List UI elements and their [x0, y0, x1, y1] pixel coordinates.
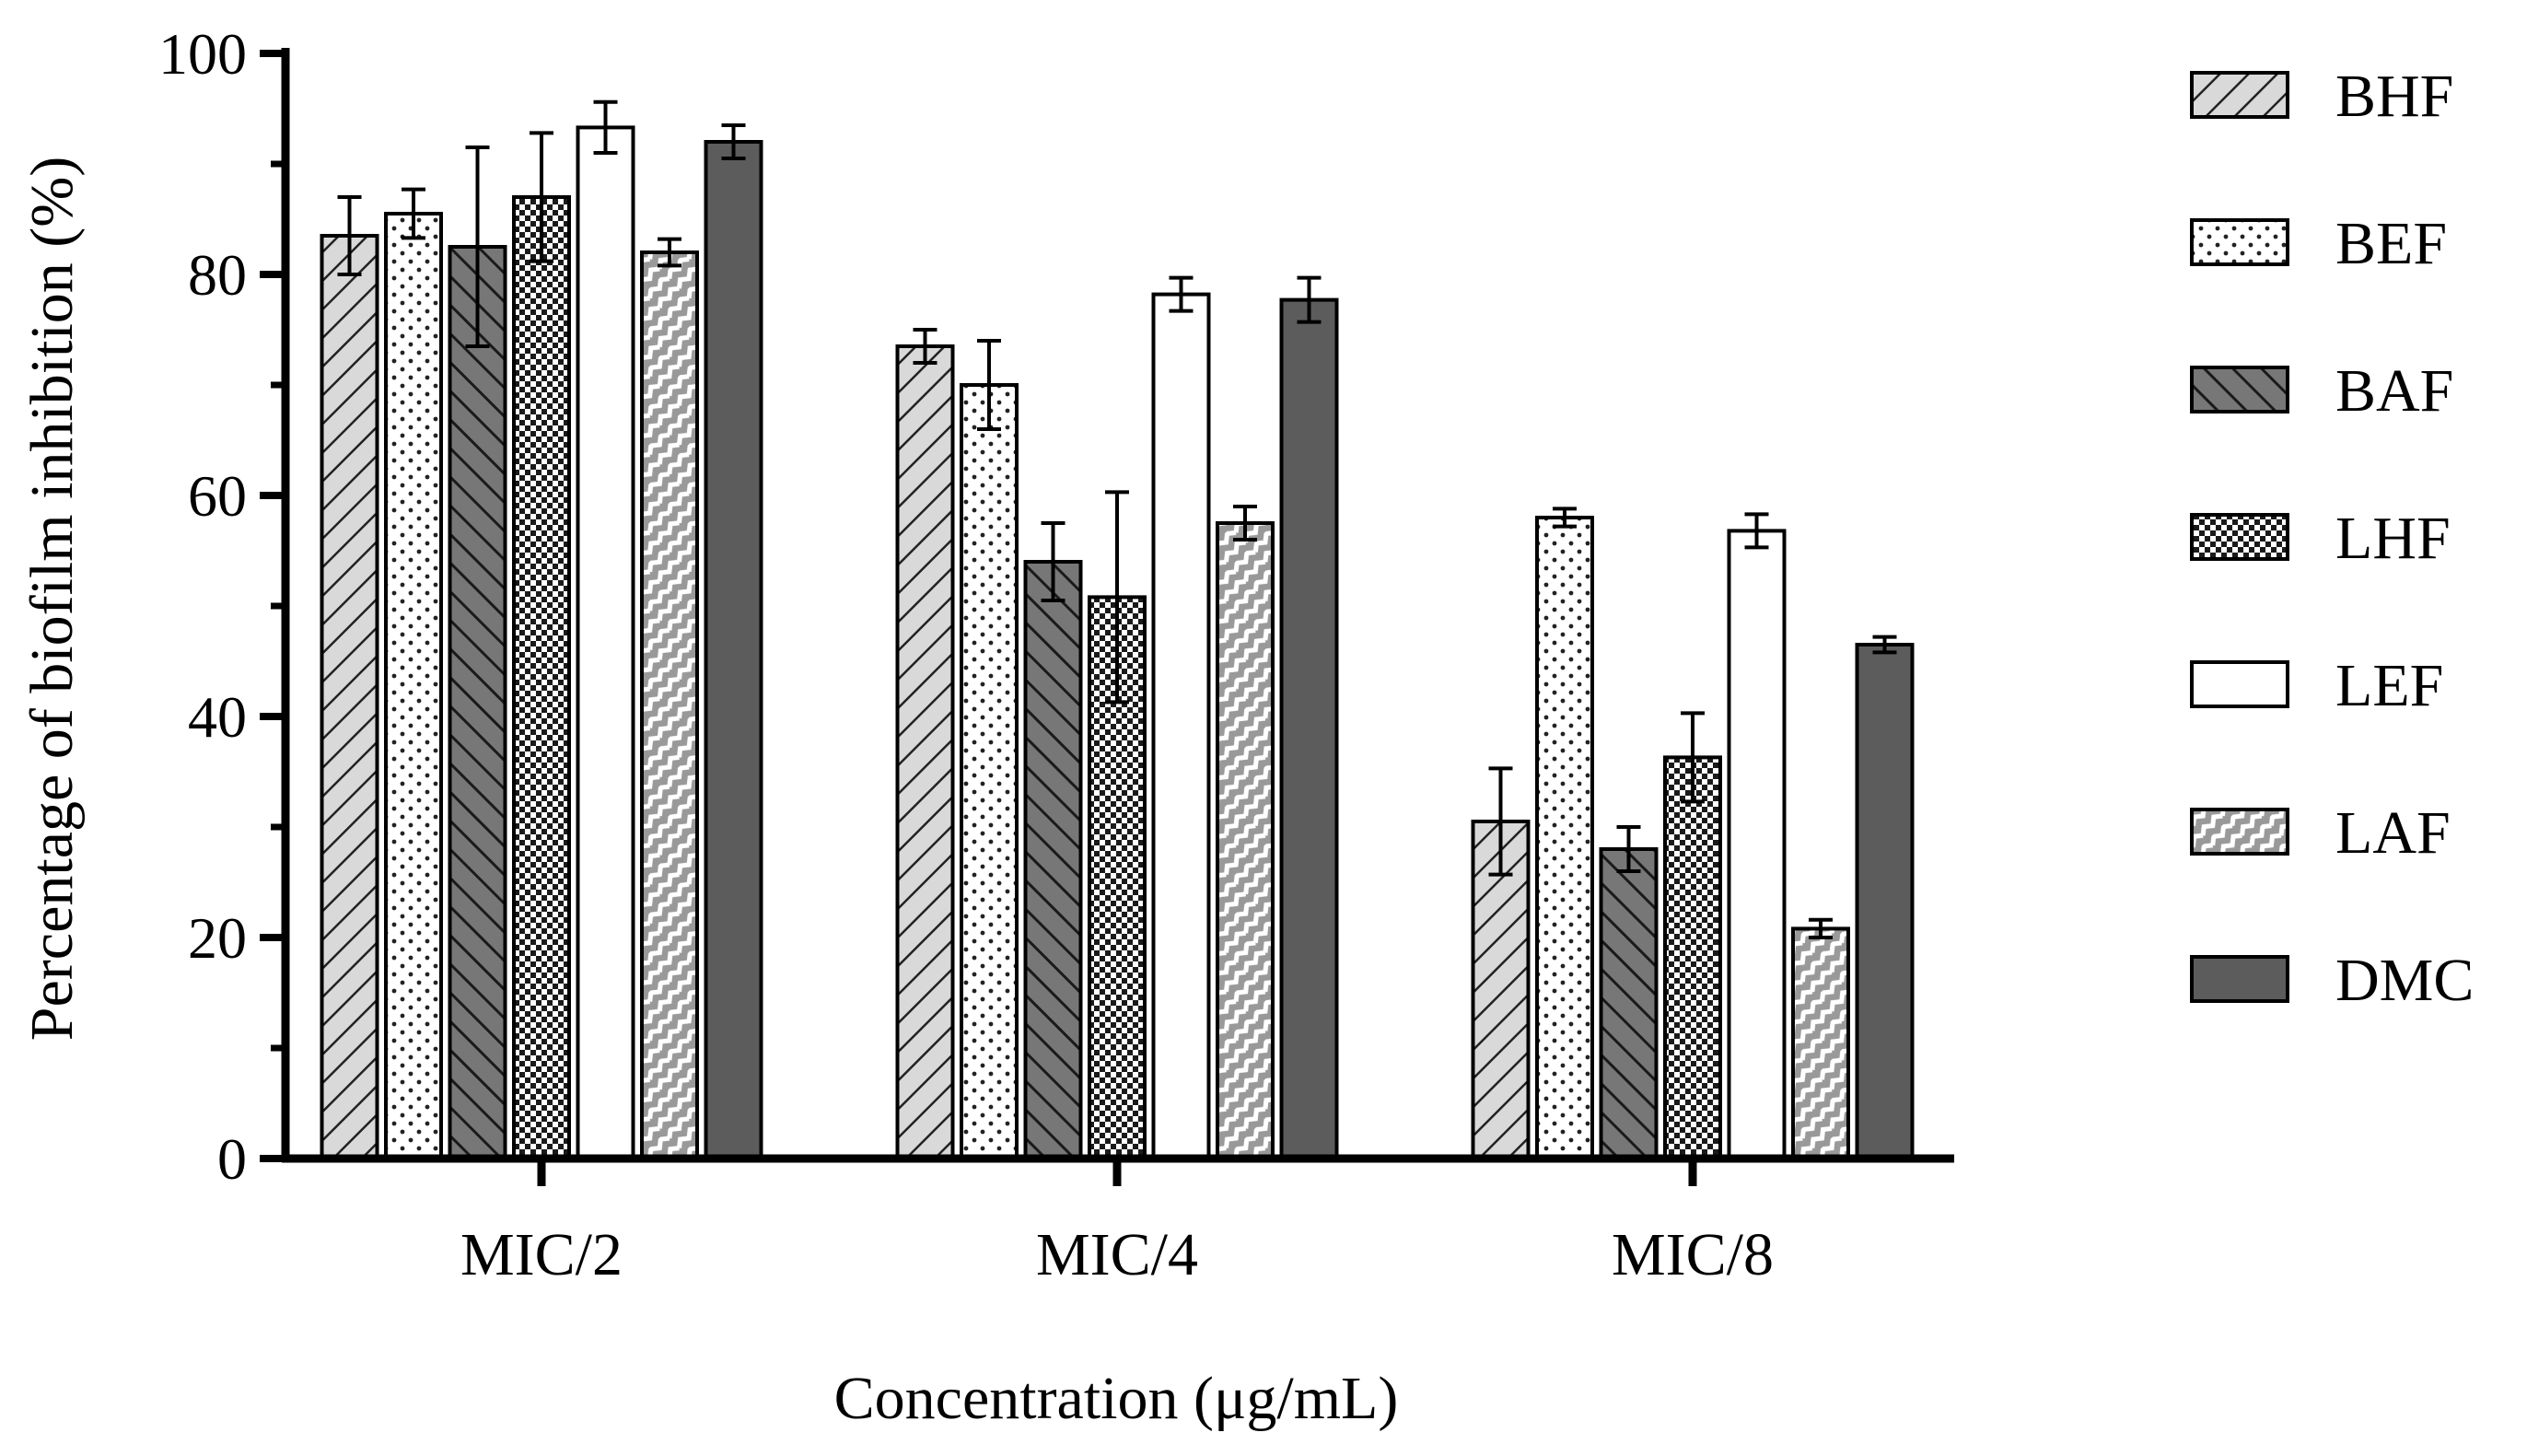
error-bar-laf-mic-2	[658, 237, 681, 268]
error-bar-laf-mic-8	[1809, 917, 1833, 939]
error-bar-baf-mic-2	[465, 146, 490, 348]
error-bar-bef-mic-8	[1553, 507, 1577, 529]
error-bar-dmc-mic-8	[1872, 635, 1897, 655]
x-tick-label-mic-2: MIC/2	[460, 1221, 623, 1288]
legend-swatch-bef	[2190, 218, 2289, 266]
x-tick-label-mic-4: MIC/4	[1036, 1221, 1198, 1288]
bar-lef-mic-4	[1151, 292, 1211, 1161]
error-bar-baf-mic-8	[1616, 825, 1641, 873]
error-bars-layer	[337, 99, 1897, 939]
legend-label-laf: LAF	[2335, 799, 2451, 867]
bar-dmc-mic-8	[1855, 643, 1915, 1160]
error-bar-lef-mic-4	[1169, 275, 1194, 313]
error-bar-dmc-mic-4	[1297, 275, 1322, 324]
y-tick-label-100: 100	[158, 21, 247, 87]
legend-swatch-laf	[2190, 808, 2289, 856]
error-bar-lhf-mic-4	[1105, 490, 1129, 705]
error-bar-lef-mic-8	[1744, 512, 1769, 550]
error-bar-lhf-mic-2	[530, 131, 553, 263]
legend-label-bhf: BHF	[2335, 63, 2453, 130]
bar-bhf-mic-2	[320, 234, 379, 1160]
error-bar-dmc-mic-2	[721, 123, 746, 160]
y-axis-title: Percentage of biofilm inhibition (%)	[18, 157, 86, 1041]
bar-lhf-mic-2	[512, 195, 571, 1160]
y-tick-label-60: 60	[188, 463, 247, 529]
bar-laf-mic-2	[640, 250, 699, 1160]
legend-swatch-bhf	[2190, 71, 2289, 119]
axes: 0 20 40 60 80 100 MIC/2 MIC/4 MIC/8	[158, 21, 1954, 1288]
error-bar-bef-mic-4	[977, 339, 1001, 431]
legend-label-dmc: DMC	[2335, 947, 2474, 1014]
bar-lef-mic-8	[1727, 529, 1787, 1160]
legend-label-lhf: LHF	[2335, 505, 2451, 572]
bar-bef-mic-8	[1535, 516, 1594, 1160]
legend-swatch-baf	[2190, 366, 2289, 414]
bar-laf-mic-8	[1791, 926, 1850, 1161]
y-tick-label-80: 80	[188, 242, 247, 308]
y-tick-label-0: 0	[217, 1126, 247, 1192]
bar-baf-mic-2	[448, 245, 507, 1160]
y-tick-label-20: 20	[188, 905, 247, 971]
bar-laf-mic-4	[1216, 521, 1275, 1160]
bar-bef-mic-4	[960, 383, 1019, 1160]
legend-item-lef: LEF	[2190, 652, 2443, 719]
legend-item-bhf: BHF	[2190, 63, 2453, 130]
bar-bef-mic-2	[384, 212, 443, 1160]
error-bar-baf-mic-4	[1041, 521, 1066, 602]
legend-item-laf: LAF	[2190, 799, 2451, 867]
bar-lhf-mic-8	[1663, 755, 1722, 1161]
error-bar-laf-mic-4	[1233, 505, 1257, 542]
error-bar-lhf-mic-8	[1681, 711, 1705, 804]
error-bar-bhf-mic-4	[913, 328, 937, 365]
error-bar-bhf-mic-2	[337, 195, 362, 276]
x-axis-title: Concentration (μg/mL)	[834, 1365, 1399, 1432]
legend: BHF BEF BAF LHF LEF LAF DMC	[2190, 63, 2474, 1014]
legend-swatch-lef	[2190, 660, 2289, 708]
bar-baf-mic-4	[1023, 560, 1083, 1160]
x-tick-label-mic-8: MIC/8	[1612, 1221, 1774, 1288]
legend-label-bef: BEF	[2335, 210, 2447, 277]
legend-label-lef: LEF	[2335, 652, 2443, 719]
bar-dmc-mic-2	[704, 140, 763, 1160]
legend-swatch-dmc	[2190, 955, 2289, 1003]
bar-lef-mic-2	[576, 125, 635, 1160]
legend-item-lhf: LHF	[2190, 505, 2451, 572]
legend-item-bef: BEF	[2190, 210, 2447, 277]
bar-baf-mic-8	[1599, 847, 1659, 1160]
legend-label-baf: BAF	[2335, 357, 2453, 425]
error-bar-bef-mic-2	[402, 187, 425, 240]
error-bar-lef-mic-2	[593, 99, 618, 155]
bar-dmc-mic-4	[1279, 297, 1339, 1161]
legend-item-dmc: DMC	[2190, 947, 2474, 1014]
error-bar-bhf-mic-8	[1488, 766, 1513, 877]
legend-swatch-lhf	[2190, 513, 2289, 561]
legend-item-baf: BAF	[2190, 357, 2453, 425]
y-tick-label-40: 40	[188, 684, 247, 750]
bar-bhf-mic-4	[895, 344, 955, 1160]
